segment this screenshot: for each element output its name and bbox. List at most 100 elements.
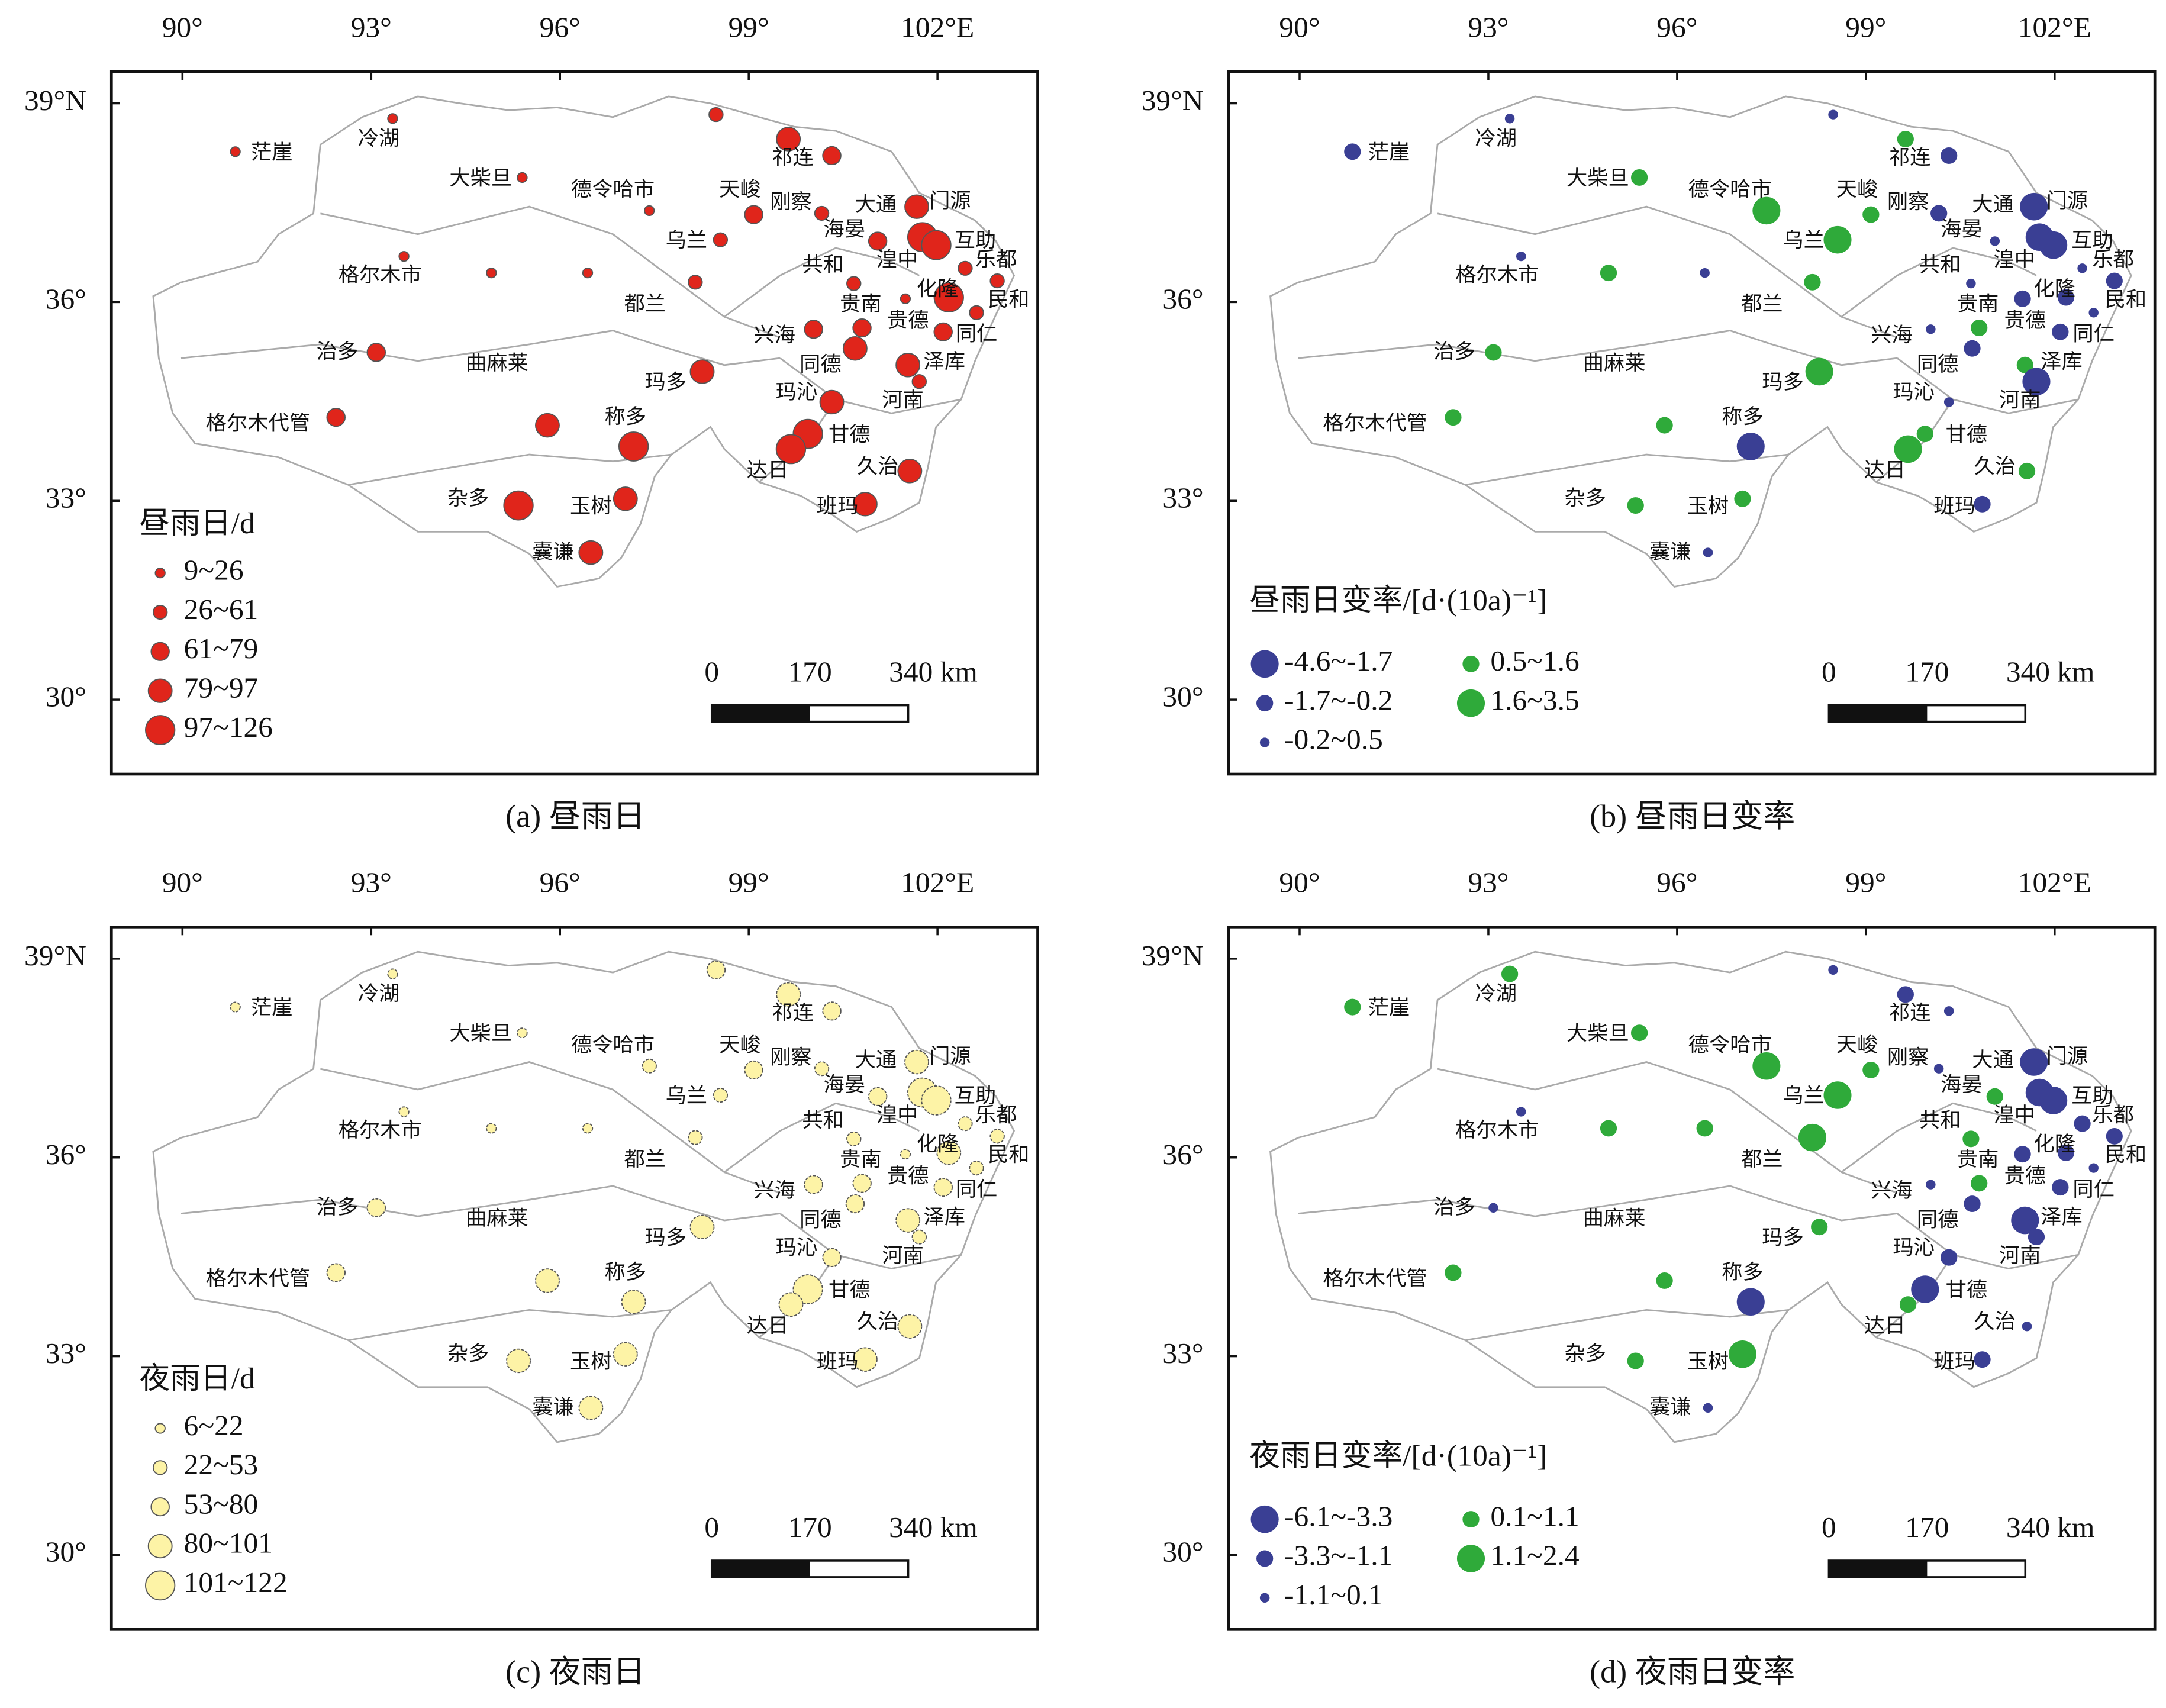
station-label: 杂多 — [1564, 1342, 1606, 1365]
station-dot — [642, 1058, 657, 1074]
legend-label: 26~61 — [184, 593, 259, 626]
station-label: 贵德 — [2004, 309, 2046, 332]
lon-label: 99° — [729, 11, 769, 44]
legend-symbol — [154, 568, 166, 579]
station-dot — [1752, 196, 1781, 225]
station-dot — [644, 205, 655, 216]
legend-title: 夜雨日/d — [139, 1362, 255, 1396]
legend-label: 0.5~1.6 — [1490, 644, 1579, 677]
station-label: 民和 — [2105, 288, 2147, 311]
station-dot — [1728, 1340, 1757, 1368]
station-dot — [1926, 1180, 1936, 1190]
station-dot — [897, 1314, 923, 1339]
station-dot — [846, 1131, 862, 1146]
station-dot — [1966, 278, 1976, 289]
station-dot — [1811, 1219, 1828, 1236]
station-dot — [1823, 225, 1852, 254]
station-label: 互助 — [2071, 229, 2113, 252]
legend-label: -0.2~0.5 — [1284, 723, 1383, 756]
legend-symbol — [1259, 737, 1270, 747]
station-dot — [1971, 320, 1988, 337]
legend-label: 9~26 — [184, 554, 244, 586]
legend-label: 80~101 — [184, 1527, 273, 1559]
station-label: 班玛 — [1933, 1350, 1975, 1373]
station-dot — [1828, 109, 1838, 120]
station-label: 海晏 — [823, 218, 865, 241]
station-dot — [921, 230, 952, 260]
station-dot — [1445, 409, 1462, 426]
station-dot — [1828, 965, 1838, 975]
station-dot — [1798, 1123, 1827, 1152]
station-label: 兴海 — [1871, 324, 1913, 347]
station-dot — [1916, 426, 1933, 443]
lat-label: 30° — [46, 1536, 86, 1568]
lon-label: 102°E — [901, 866, 974, 899]
station-dot — [852, 1174, 872, 1193]
station-label: 同仁 — [2072, 323, 2115, 346]
station-label: 河南 — [1999, 1244, 2041, 1267]
station-dot — [1974, 1351, 1991, 1368]
station-label: 格尔木市 — [1455, 1119, 1539, 1142]
legend-symbol — [1250, 650, 1279, 678]
station-label: 同仁 — [956, 323, 998, 346]
station-dot — [852, 318, 872, 338]
station-label: 湟中 — [1993, 1104, 2035, 1127]
station-label: 玉树 — [1687, 1350, 1729, 1373]
station-label: 门源 — [2046, 1045, 2088, 1068]
legend-symbol — [1256, 695, 1274, 712]
station-label: 玛沁 — [776, 381, 818, 404]
station-dot — [933, 322, 953, 341]
station-label: 曲麻莱 — [466, 1207, 528, 1230]
station-dot — [366, 343, 386, 362]
station-label: 杂多 — [447, 1342, 489, 1365]
station-dot — [1804, 273, 1821, 291]
lat-label: 36° — [46, 1138, 86, 1171]
legend-symbol — [1462, 1511, 1480, 1528]
station-dot — [2039, 1087, 2068, 1114]
station-dot — [1962, 1130, 1980, 1148]
station-label: 天峻 — [1836, 178, 1878, 201]
station-label: 玛多 — [1762, 1226, 1804, 1249]
station-dot — [1600, 1120, 1617, 1137]
station-dot — [814, 205, 830, 221]
station-dot — [744, 1060, 763, 1080]
station-label: 河南 — [882, 389, 924, 412]
station-label: 称多 — [1722, 405, 1764, 428]
station-label: 同仁 — [2072, 1178, 2115, 1201]
station-label: 民和 — [2105, 1143, 2147, 1166]
station-dot — [845, 1194, 865, 1214]
legend-label: -1.7~-0.2 — [1284, 684, 1393, 717]
legend-symbol — [154, 1423, 166, 1434]
station-dot — [1943, 397, 1954, 407]
scale-label: 340 km — [889, 1511, 978, 1543]
station-label: 称多 — [1722, 1261, 1764, 1284]
station-label: 久治 — [1974, 455, 2016, 478]
lon-label: 96° — [540, 866, 581, 899]
station-dot — [958, 260, 973, 276]
station-label: 乌兰 — [1783, 1084, 1825, 1107]
lat-label: 30° — [1162, 1536, 1203, 1568]
station-dot — [1696, 1120, 1713, 1137]
station-label: 格尔木市 — [339, 263, 422, 286]
lat-label: 36° — [1162, 283, 1203, 315]
station-label: 曲麻莱 — [466, 352, 528, 375]
station-label: 治多 — [1433, 340, 1475, 363]
scale-label: 0 — [704, 1511, 719, 1543]
station-dot — [936, 1140, 962, 1165]
lon-label: 93° — [1468, 866, 1509, 899]
station-label: 湟中 — [876, 1104, 918, 1127]
station-label: 贵南 — [1957, 292, 1999, 315]
station-dot — [1911, 1275, 1939, 1303]
station-label: 大柴旦 — [449, 1022, 512, 1045]
station-dot — [1630, 169, 1648, 186]
station-label: 囊谦 — [532, 540, 574, 563]
lon-label: 93° — [1468, 11, 1509, 44]
station-label: 乐都 — [975, 1104, 1017, 1127]
station-label: 同仁 — [956, 1178, 998, 1201]
station-label: 都兰 — [1741, 1148, 1783, 1171]
station-label: 杂多 — [447, 486, 489, 510]
station-label: 冷湖 — [358, 127, 400, 150]
station-label: 同德 — [1917, 1209, 1959, 1232]
